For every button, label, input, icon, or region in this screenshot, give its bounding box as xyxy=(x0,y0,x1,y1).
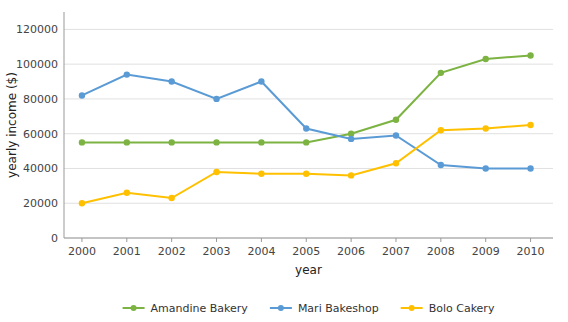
x-tick-label: 2006 xyxy=(337,245,365,258)
point xyxy=(79,200,85,206)
point xyxy=(303,139,309,145)
point xyxy=(258,78,264,84)
y-tick-label: 80000 xyxy=(23,93,58,106)
point xyxy=(79,139,85,145)
x-tick xyxy=(306,238,307,242)
x-tick xyxy=(81,238,82,242)
x-tick xyxy=(261,238,262,242)
legend-item: Bolo Cakery xyxy=(401,302,495,315)
x-tick xyxy=(126,238,127,242)
x-tick-label: 2000 xyxy=(68,245,96,258)
x-tick-label: 2010 xyxy=(517,245,545,258)
legend-item: Amandine Bakery xyxy=(123,302,249,315)
x-tick xyxy=(216,238,217,242)
point xyxy=(213,96,219,102)
x-tick xyxy=(395,238,396,242)
legend-label: Mari Bakeshop xyxy=(298,302,379,315)
y-tick-label: 20000 xyxy=(23,197,58,210)
point xyxy=(393,132,399,138)
point xyxy=(483,56,489,62)
grid-line xyxy=(64,203,553,204)
x-tick xyxy=(530,238,531,242)
point xyxy=(348,136,354,142)
plot-area xyxy=(79,52,534,206)
x-tick-label: 2004 xyxy=(247,245,275,258)
point xyxy=(393,117,399,123)
y-tick-label: 120000 xyxy=(16,23,58,36)
point xyxy=(124,139,130,145)
point xyxy=(348,172,354,178)
x-tick xyxy=(351,238,352,242)
x-tick xyxy=(485,238,486,242)
point xyxy=(438,127,444,133)
point xyxy=(213,169,219,175)
legend: Amandine Bakery Mari Bakeshop Bolo Cakery xyxy=(123,302,495,315)
legend-marker xyxy=(409,305,415,311)
point xyxy=(527,165,533,171)
point xyxy=(258,170,264,176)
grid-line xyxy=(64,98,553,99)
point xyxy=(124,71,130,77)
grid-line xyxy=(64,29,553,30)
y-axis-label: yearly income ($) xyxy=(5,72,19,178)
y-tick-label: 60000 xyxy=(23,128,58,141)
x-tick-label: 2002 xyxy=(158,245,186,258)
point xyxy=(168,78,174,84)
x-tick-label: 2008 xyxy=(427,245,455,258)
legend-marker xyxy=(278,305,284,311)
legend-label: Bolo Cakery xyxy=(429,302,495,315)
point xyxy=(258,139,264,145)
x-tick xyxy=(440,238,441,242)
point xyxy=(168,139,174,145)
point xyxy=(527,122,533,128)
legend-marker xyxy=(131,305,137,311)
legend-item: Mari Bakeshop xyxy=(270,302,379,315)
x-axis-label: year xyxy=(295,263,322,277)
point xyxy=(124,190,130,196)
point xyxy=(79,92,85,98)
y-tick-label: 40000 xyxy=(23,162,58,175)
y-tick-label: 0 xyxy=(51,232,58,245)
legend-label: Amandine Bakery xyxy=(151,302,249,315)
point xyxy=(527,52,533,58)
grid-line xyxy=(64,64,553,65)
grid-line xyxy=(64,133,553,134)
x-tick-label: 2007 xyxy=(382,245,410,258)
point xyxy=(438,70,444,76)
x-tick-label: 2001 xyxy=(113,245,141,258)
point xyxy=(438,162,444,168)
y-axis-line xyxy=(64,12,65,238)
grid-line xyxy=(64,238,553,239)
chart: 0 20000 40000 60000 80000 100000 120000 2000 200… xyxy=(0,0,568,322)
point xyxy=(483,165,489,171)
point xyxy=(168,195,174,201)
x-tick-label: 2003 xyxy=(203,245,231,258)
x-axis-line xyxy=(64,238,553,239)
point xyxy=(483,125,489,131)
x-tick xyxy=(171,238,172,242)
series-line xyxy=(82,125,531,203)
point xyxy=(213,139,219,145)
series-line xyxy=(82,75,531,169)
point xyxy=(303,125,309,131)
y-tick-label: 100000 xyxy=(16,58,58,71)
x-tick-label: 2009 xyxy=(472,245,500,258)
x-tick-label: 2005 xyxy=(292,245,320,258)
point xyxy=(393,160,399,166)
point xyxy=(303,170,309,176)
